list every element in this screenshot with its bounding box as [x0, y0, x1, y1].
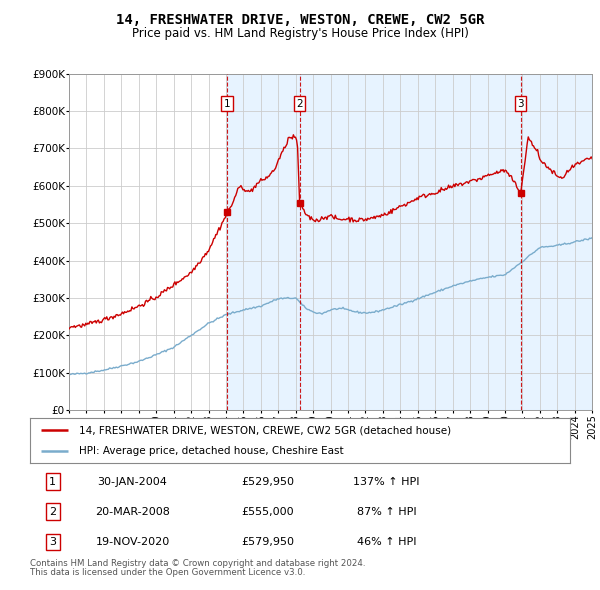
- Text: 1: 1: [49, 477, 56, 487]
- Text: 14, FRESHWATER DRIVE, WESTON, CREWE, CW2 5GR (detached house): 14, FRESHWATER DRIVE, WESTON, CREWE, CW2…: [79, 425, 451, 435]
- Text: HPI: Average price, detached house, Cheshire East: HPI: Average price, detached house, Ches…: [79, 447, 343, 456]
- Text: 137% ↑ HPI: 137% ↑ HPI: [353, 477, 419, 487]
- Bar: [227, 74, 299, 410]
- Text: 30-JAN-2004: 30-JAN-2004: [98, 477, 167, 487]
- Text: Price paid vs. HM Land Registry's House Price Index (HPI): Price paid vs. HM Land Registry's House …: [131, 27, 469, 40]
- Text: Contains HM Land Registry data © Crown copyright and database right 2024.: Contains HM Land Registry data © Crown c…: [30, 559, 365, 568]
- Text: 1: 1: [224, 99, 230, 109]
- Text: £529,950: £529,950: [241, 477, 294, 487]
- Text: £579,950: £579,950: [241, 537, 294, 547]
- Text: 2: 2: [49, 507, 56, 517]
- Bar: [521, 74, 592, 410]
- Bar: [299, 74, 521, 410]
- Text: 46% ↑ HPI: 46% ↑ HPI: [356, 537, 416, 547]
- Text: 3: 3: [517, 99, 524, 109]
- Text: £555,000: £555,000: [241, 507, 294, 517]
- Text: 19-NOV-2020: 19-NOV-2020: [95, 537, 170, 547]
- Text: 20-MAR-2008: 20-MAR-2008: [95, 507, 170, 517]
- Text: 3: 3: [49, 537, 56, 547]
- Text: 2: 2: [296, 99, 303, 109]
- Text: 87% ↑ HPI: 87% ↑ HPI: [356, 507, 416, 517]
- Text: This data is licensed under the Open Government Licence v3.0.: This data is licensed under the Open Gov…: [30, 568, 305, 577]
- Text: 14, FRESHWATER DRIVE, WESTON, CREWE, CW2 5GR: 14, FRESHWATER DRIVE, WESTON, CREWE, CW2…: [116, 13, 484, 27]
